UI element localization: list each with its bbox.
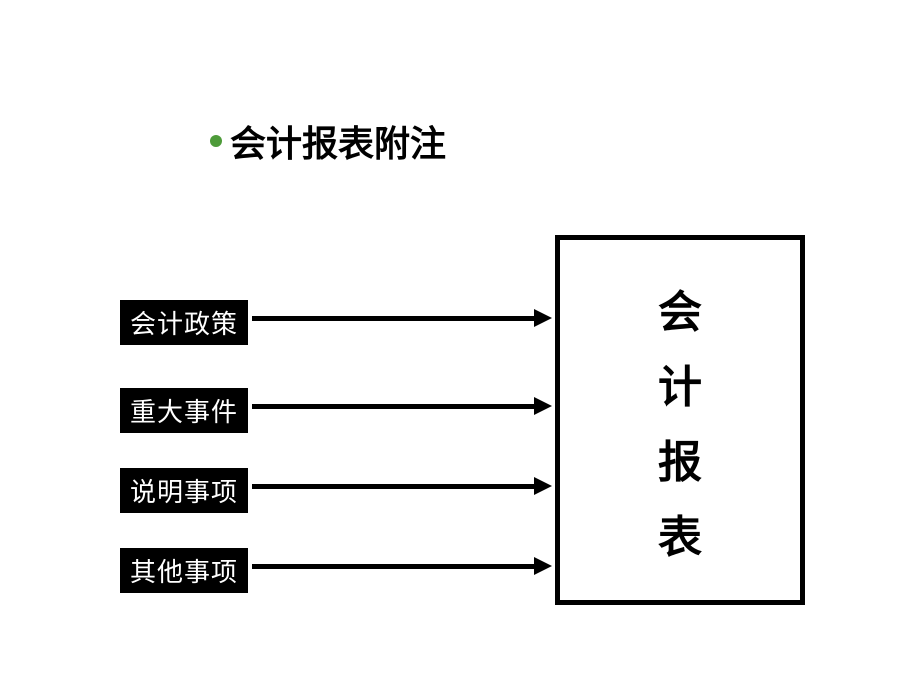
label-box-3: 其他事项 xyxy=(120,548,248,593)
arrow-line-0 xyxy=(252,316,536,321)
arrow-line-3 xyxy=(252,564,536,569)
arrow-head-icon-0 xyxy=(534,309,552,327)
label-box-1: 重大事件 xyxy=(120,388,248,433)
target-box: 会计报表 xyxy=(555,235,805,605)
arrow-head-icon-2 xyxy=(534,477,552,495)
bullet-icon xyxy=(210,135,222,147)
arrow-head-icon-3 xyxy=(534,557,552,575)
label-box-0: 会计政策 xyxy=(120,300,248,345)
target-char-2: 报 xyxy=(658,426,702,490)
slide-title: 会计报表附注 xyxy=(230,115,446,167)
arrow-head-icon-1 xyxy=(534,397,552,415)
slide-title-container: 会计报表附注 xyxy=(210,115,446,167)
label-box-2: 说明事项 xyxy=(120,468,248,513)
target-char-3: 表 xyxy=(658,501,702,565)
target-char-0: 会 xyxy=(658,276,702,340)
arrow-line-1 xyxy=(252,404,536,409)
target-char-1: 计 xyxy=(658,351,702,415)
arrow-line-2 xyxy=(252,484,536,489)
